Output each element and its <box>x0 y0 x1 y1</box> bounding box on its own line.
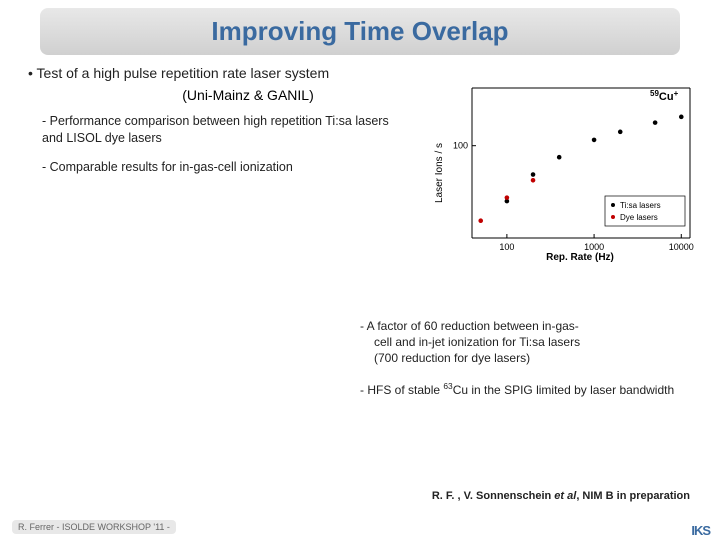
main-bullet-sub: (Uni-Mainz & GANIL) <box>28 87 408 103</box>
x-axis-label: Rep. Rate (Hz) <box>546 252 614 263</box>
legend: Ti:sa lasers Dye lasers <box>605 196 685 226</box>
svg-text:100: 100 <box>453 141 468 151</box>
footer-text: R. Ferrer - ISOLDE WORKSHOP '11 - <box>12 520 176 534</box>
legend-ti: Ti:sa lasers <box>620 201 661 210</box>
svg-text:1000: 1000 <box>584 242 604 252</box>
citation: R. F. , V. Sonnenschein et al, NIM B in … <box>432 490 690 502</box>
slide-title: Improving Time Overlap <box>40 16 680 47</box>
dash-point-1: - Performance comparison between high re… <box>28 113 408 147</box>
footer-logo: IKS <box>691 523 710 538</box>
right-dash-1: - A factor of 60 reduction between in-ga… <box>360 318 690 367</box>
chart-bg <box>430 78 700 268</box>
dash-point-2: - Comparable results for in-gas-cell ion… <box>28 159 408 176</box>
svg-text:10000: 10000 <box>669 242 694 252</box>
scatter-chart: Laser Ions / s Rep. Rate (Hz) 59Cu+ Ti:s… <box>430 78 700 268</box>
right-dash-2: - HFS of stable 63Cu in the SPIG limited… <box>360 381 690 398</box>
y-axis-label: Laser Ions / s <box>434 143 445 203</box>
footer: R. Ferrer - ISOLDE WORKSHOP '11 - IKS <box>0 514 720 542</box>
legend-dye: Dye lasers <box>620 213 658 222</box>
title-bar: Improving Time Overlap <box>40 8 680 55</box>
svg-text:100: 100 <box>499 242 514 252</box>
right-column: - A factor of 60 reduction between in-ga… <box>360 318 690 412</box>
